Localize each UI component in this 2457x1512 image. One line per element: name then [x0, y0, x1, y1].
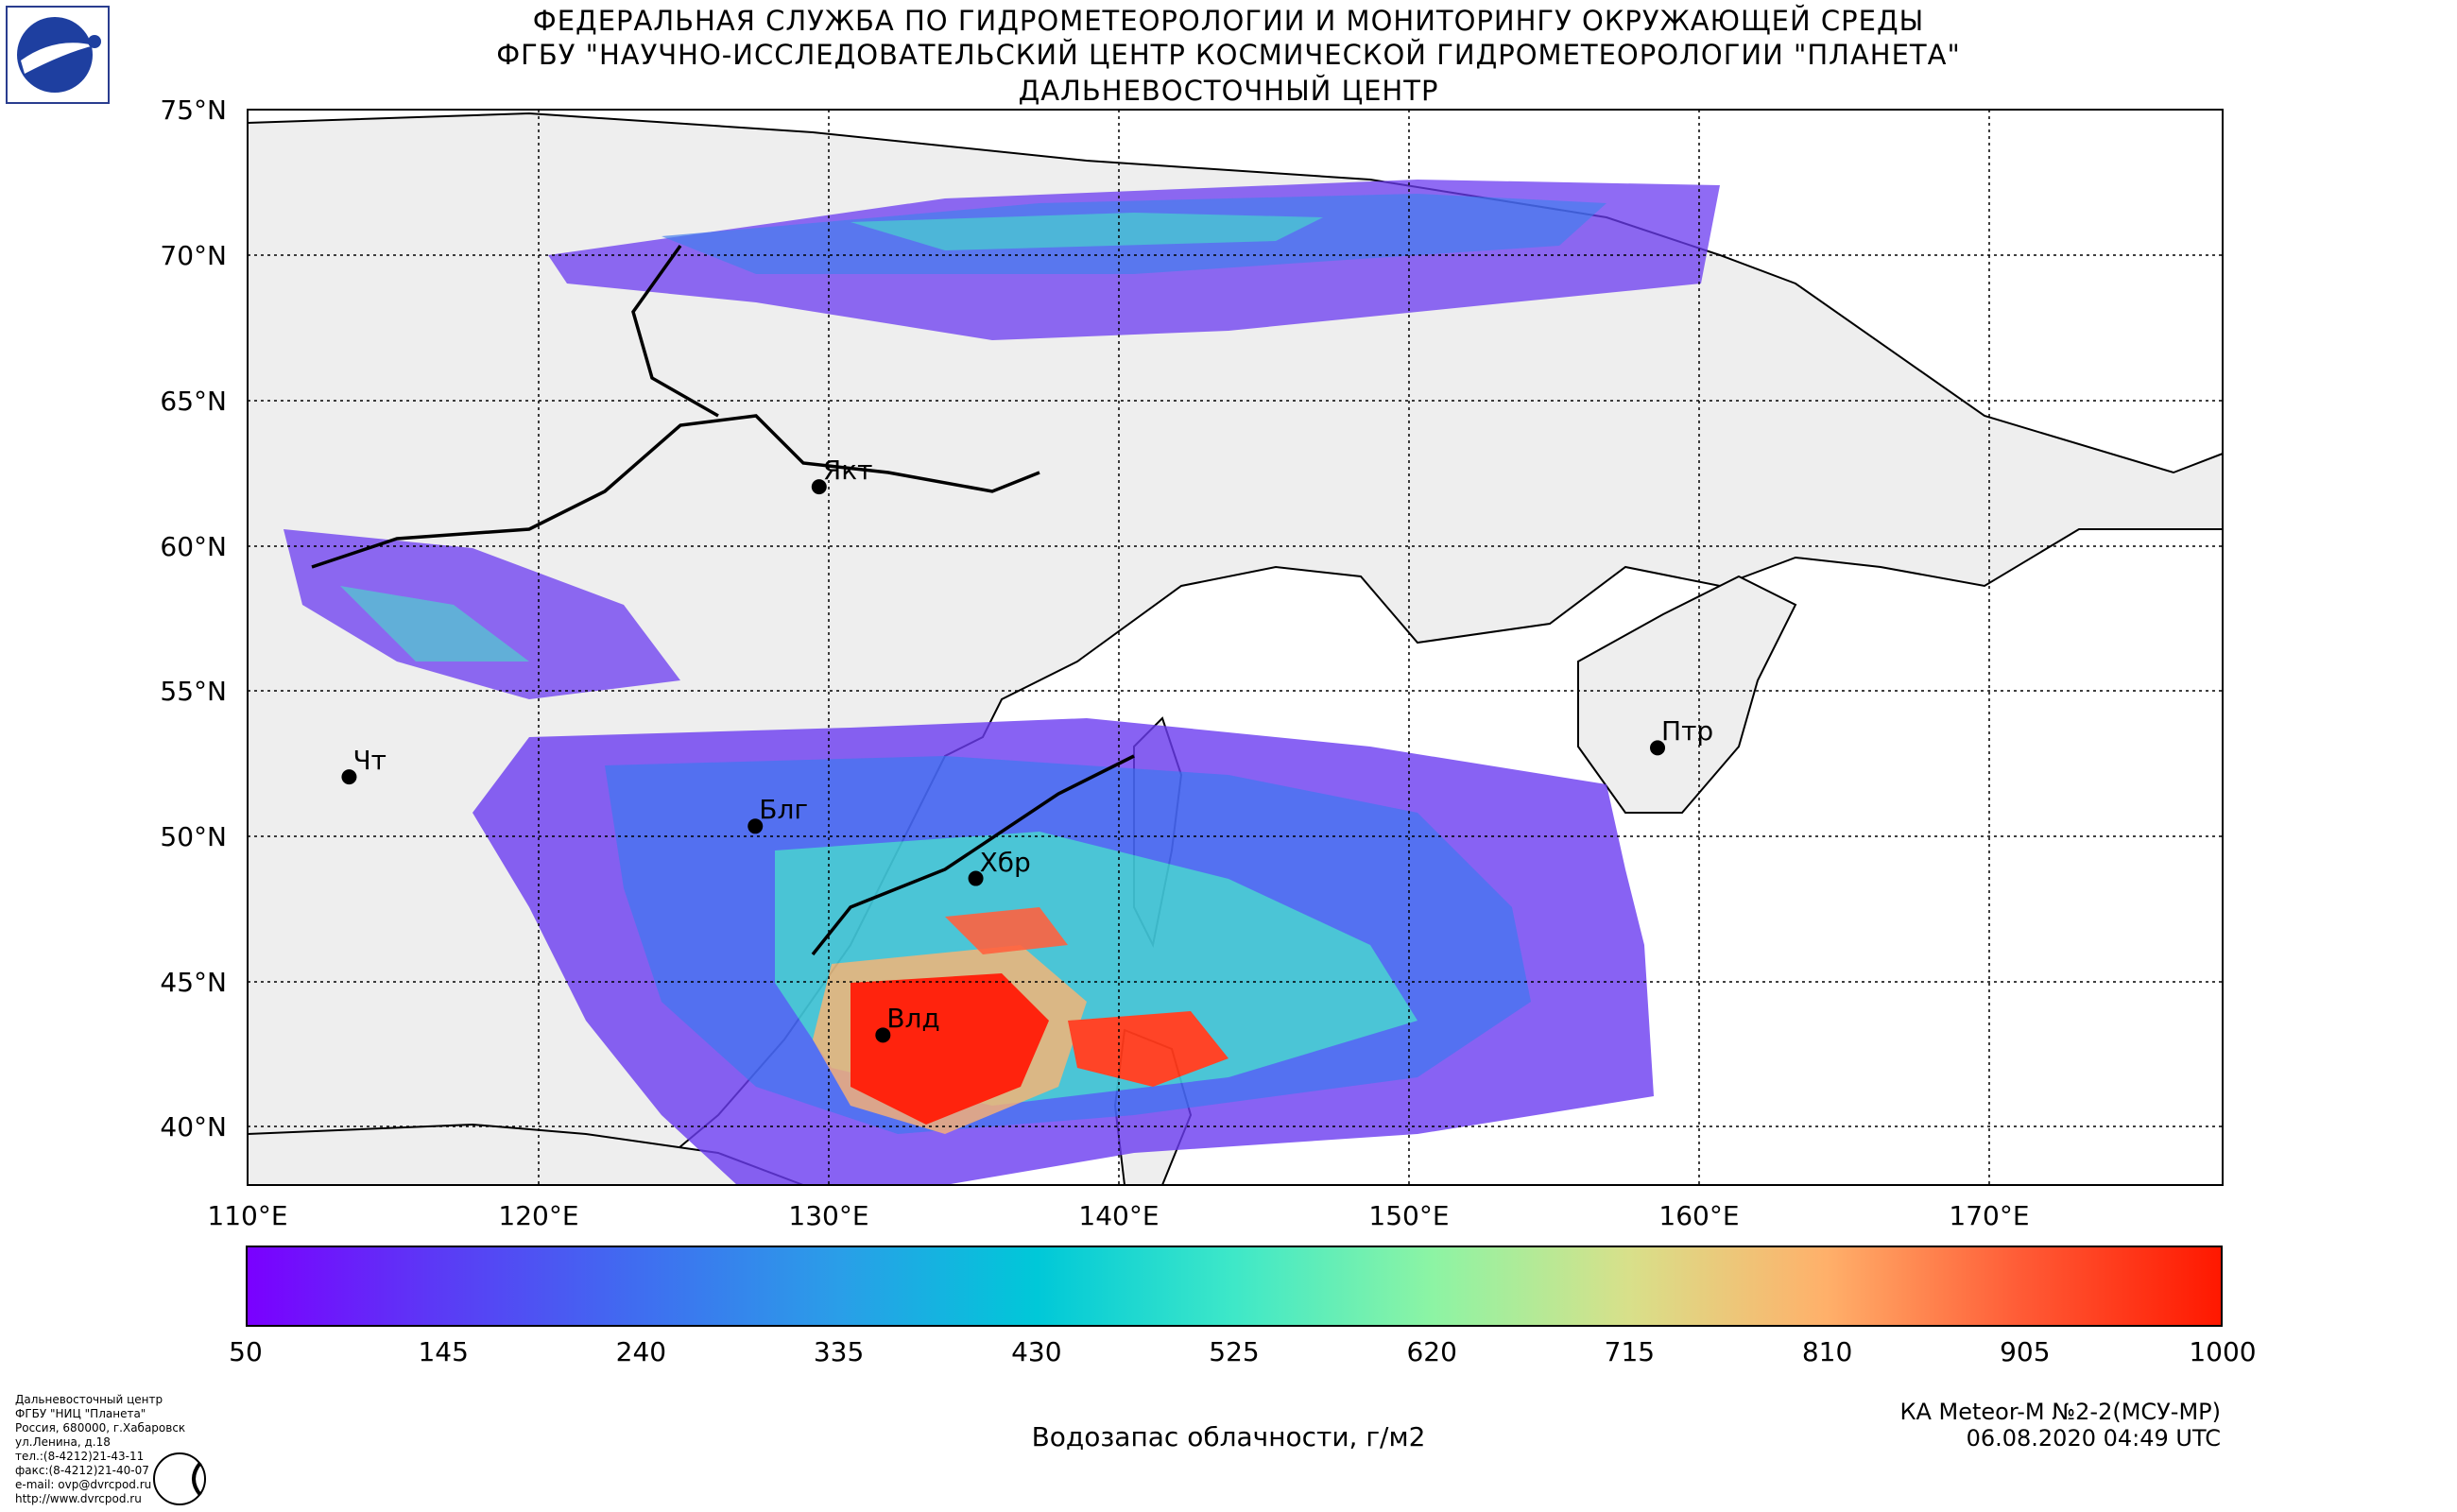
city-label: Влд — [886, 1003, 940, 1035]
header-line-1: ФЕДЕРАЛЬНАЯ СЛУЖБА ПО ГИДРОМЕТЕОРОЛОГИИ … — [532, 5, 1925, 37]
address-line: тел.:(8-4212)21-43-11 — [15, 1450, 145, 1463]
lon-label: 150°E — [1368, 1200, 1450, 1231]
address-line: Россия, 680000, г.Хабаровск — [15, 1421, 186, 1435]
city-marker — [875, 1027, 891, 1043]
lon-label: 110°E — [207, 1200, 288, 1231]
city-markers — [341, 479, 1666, 1043]
address-line: ул.Ленина, д.18 — [15, 1435, 111, 1449]
header-line-2: ФГБУ "НАУЧНО-ИССЛЕДОВАТЕЛЬСКИЙ ЦЕНТР КОС… — [496, 39, 1961, 71]
city-marker — [968, 870, 984, 886]
colorbar-tick: 430 — [1011, 1336, 1062, 1367]
city-label: Чт — [352, 745, 387, 777]
address-line: e-mail: ovp@dvrcpod.ru — [15, 1478, 152, 1491]
colorbar-tick: 240 — [615, 1336, 667, 1367]
lat-label: 70°N — [160, 240, 227, 271]
lat-label: 75°N — [160, 94, 227, 126]
lon-label: 120°E — [498, 1200, 579, 1231]
address-line: http://www.dvrcpod.ru — [15, 1492, 142, 1505]
lat-label: 40°N — [160, 1111, 227, 1143]
city-label: Якт — [822, 455, 873, 487]
city-marker — [811, 479, 827, 495]
header-line-3: ДАЛЬНЕВОСТОЧНЫЙ ЦЕНТР — [1018, 75, 1439, 107]
colorbar-tick: 145 — [418, 1336, 469, 1367]
address-line: Дальневосточный центр — [15, 1393, 163, 1406]
cloud-water-map — [247, 109, 2224, 1186]
observation-datetime: 06.08.2020 04:49 UTC — [1966, 1425, 2221, 1452]
colorbar — [246, 1246, 2223, 1327]
lat-label: 45°N — [160, 967, 227, 998]
lon-label: 160°E — [1658, 1200, 1740, 1231]
lat-label: 65°N — [160, 386, 227, 417]
address-line: факс:(8-4212)21-40-07 — [15, 1464, 149, 1477]
colorbar-tick: 620 — [1406, 1336, 1457, 1367]
cloud-swath — [284, 180, 1720, 1185]
city-marker — [341, 769, 357, 785]
city-label: Птр — [1661, 715, 1714, 747]
colorbar-tick: 1000 — [2189, 1336, 2257, 1367]
lat-label: 50°N — [160, 821, 227, 852]
land-kamchatka — [1577, 575, 1797, 814]
lat-label: 55°N — [160, 676, 227, 707]
colorbar-tick: 525 — [1209, 1336, 1260, 1367]
borders — [311, 244, 1135, 956]
city-label: Блг — [759, 794, 809, 826]
lon-label: 170°E — [1949, 1200, 2030, 1231]
colorbar-tick: 50 — [229, 1336, 263, 1367]
colorbar-tick: 715 — [1604, 1336, 1656, 1367]
agency-logo — [6, 6, 110, 104]
city-label: Хбр — [979, 846, 1031, 878]
colorbar-label: Водозапас облачности, г/м2 — [1031, 1421, 1426, 1452]
satellite-info: КА Meteor-M №2-2(МСУ-МР) — [1899, 1399, 2221, 1425]
lon-label: 140°E — [1078, 1200, 1160, 1231]
colorbar-tick: 810 — [1801, 1336, 1853, 1367]
city-marker — [747, 818, 764, 834]
grid — [248, 110, 2223, 1185]
lon-label: 130°E — [788, 1200, 869, 1231]
colorbar-tick: 905 — [2000, 1336, 2051, 1367]
iso-stamp — [153, 1452, 206, 1505]
address-line: ФГБУ "НИЦ "Планета" — [15, 1407, 146, 1420]
colorbar-tick: 335 — [813, 1336, 865, 1367]
lat-label: 60°N — [160, 531, 227, 562]
city-marker — [1650, 740, 1666, 756]
